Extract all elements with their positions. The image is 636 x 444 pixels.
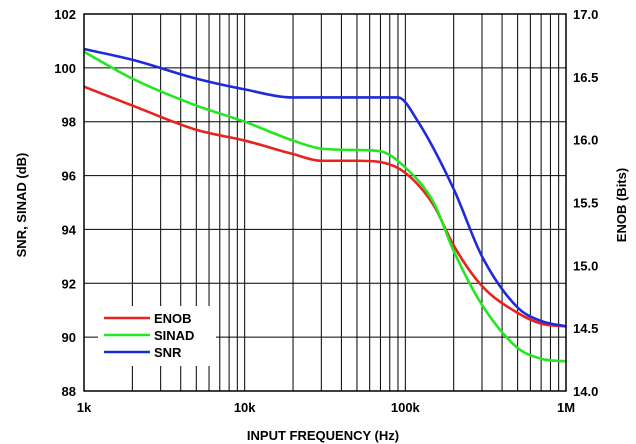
y-left-tick-label: 102: [54, 7, 76, 22]
y-right-tick-label: 15.5: [573, 196, 598, 211]
x-tick-label: 100k: [391, 400, 421, 415]
y-right-tick-label: 16.5: [573, 70, 598, 85]
y-left-tick-label: 88: [62, 384, 76, 399]
x-tick-labels: 1k 10k 100k 1M: [77, 400, 575, 415]
y-left-tick-label: 100: [54, 61, 76, 76]
x-tick-label: 10k: [234, 400, 256, 415]
y-left-tick-label: 90: [62, 330, 76, 345]
series-lines: [83, 47, 567, 363]
series-line-enob: [83, 85, 567, 328]
y-right-tick-label: 14.0: [573, 384, 598, 399]
y-left-tick-label: 96: [62, 169, 76, 184]
series-line-sinad: [83, 50, 567, 363]
grid: [84, 14, 566, 391]
y-right-axis-title: ENOB (Bits): [614, 168, 629, 242]
y-left-tick-labels: 88 90 92 94 96 98 100 102: [54, 7, 76, 399]
y-left-axis-title: SNR, SINAD (dB): [14, 153, 29, 258]
y-left-tick-label: 98: [62, 115, 76, 130]
y-right-tick-label: 14.5: [573, 321, 598, 336]
y-right-tick-label: 15.0: [573, 258, 598, 273]
legend-label: ENOB: [154, 311, 192, 326]
legend: ENOB SINAD SNR: [98, 306, 216, 366]
y-left-tick-label: 92: [62, 276, 76, 291]
legend-label: SINAD: [154, 328, 194, 343]
plot-frame: [83, 13, 567, 392]
x-tick-label: 1k: [77, 400, 92, 415]
y-right-tick-labels: 14.0 14.5 15.0 15.5 16.0 16.5 17.0: [573, 7, 598, 399]
series-line-snr: [83, 47, 567, 328]
x-axis-title: INPUT FREQUENCY (Hz): [247, 428, 399, 443]
y-left-tick-label: 94: [62, 222, 77, 237]
y-right-tick-label: 17.0: [573, 7, 598, 22]
legend-label: SNR: [154, 345, 182, 360]
x-tick-label: 1M: [557, 400, 575, 415]
y-right-tick-label: 16.0: [573, 133, 598, 148]
